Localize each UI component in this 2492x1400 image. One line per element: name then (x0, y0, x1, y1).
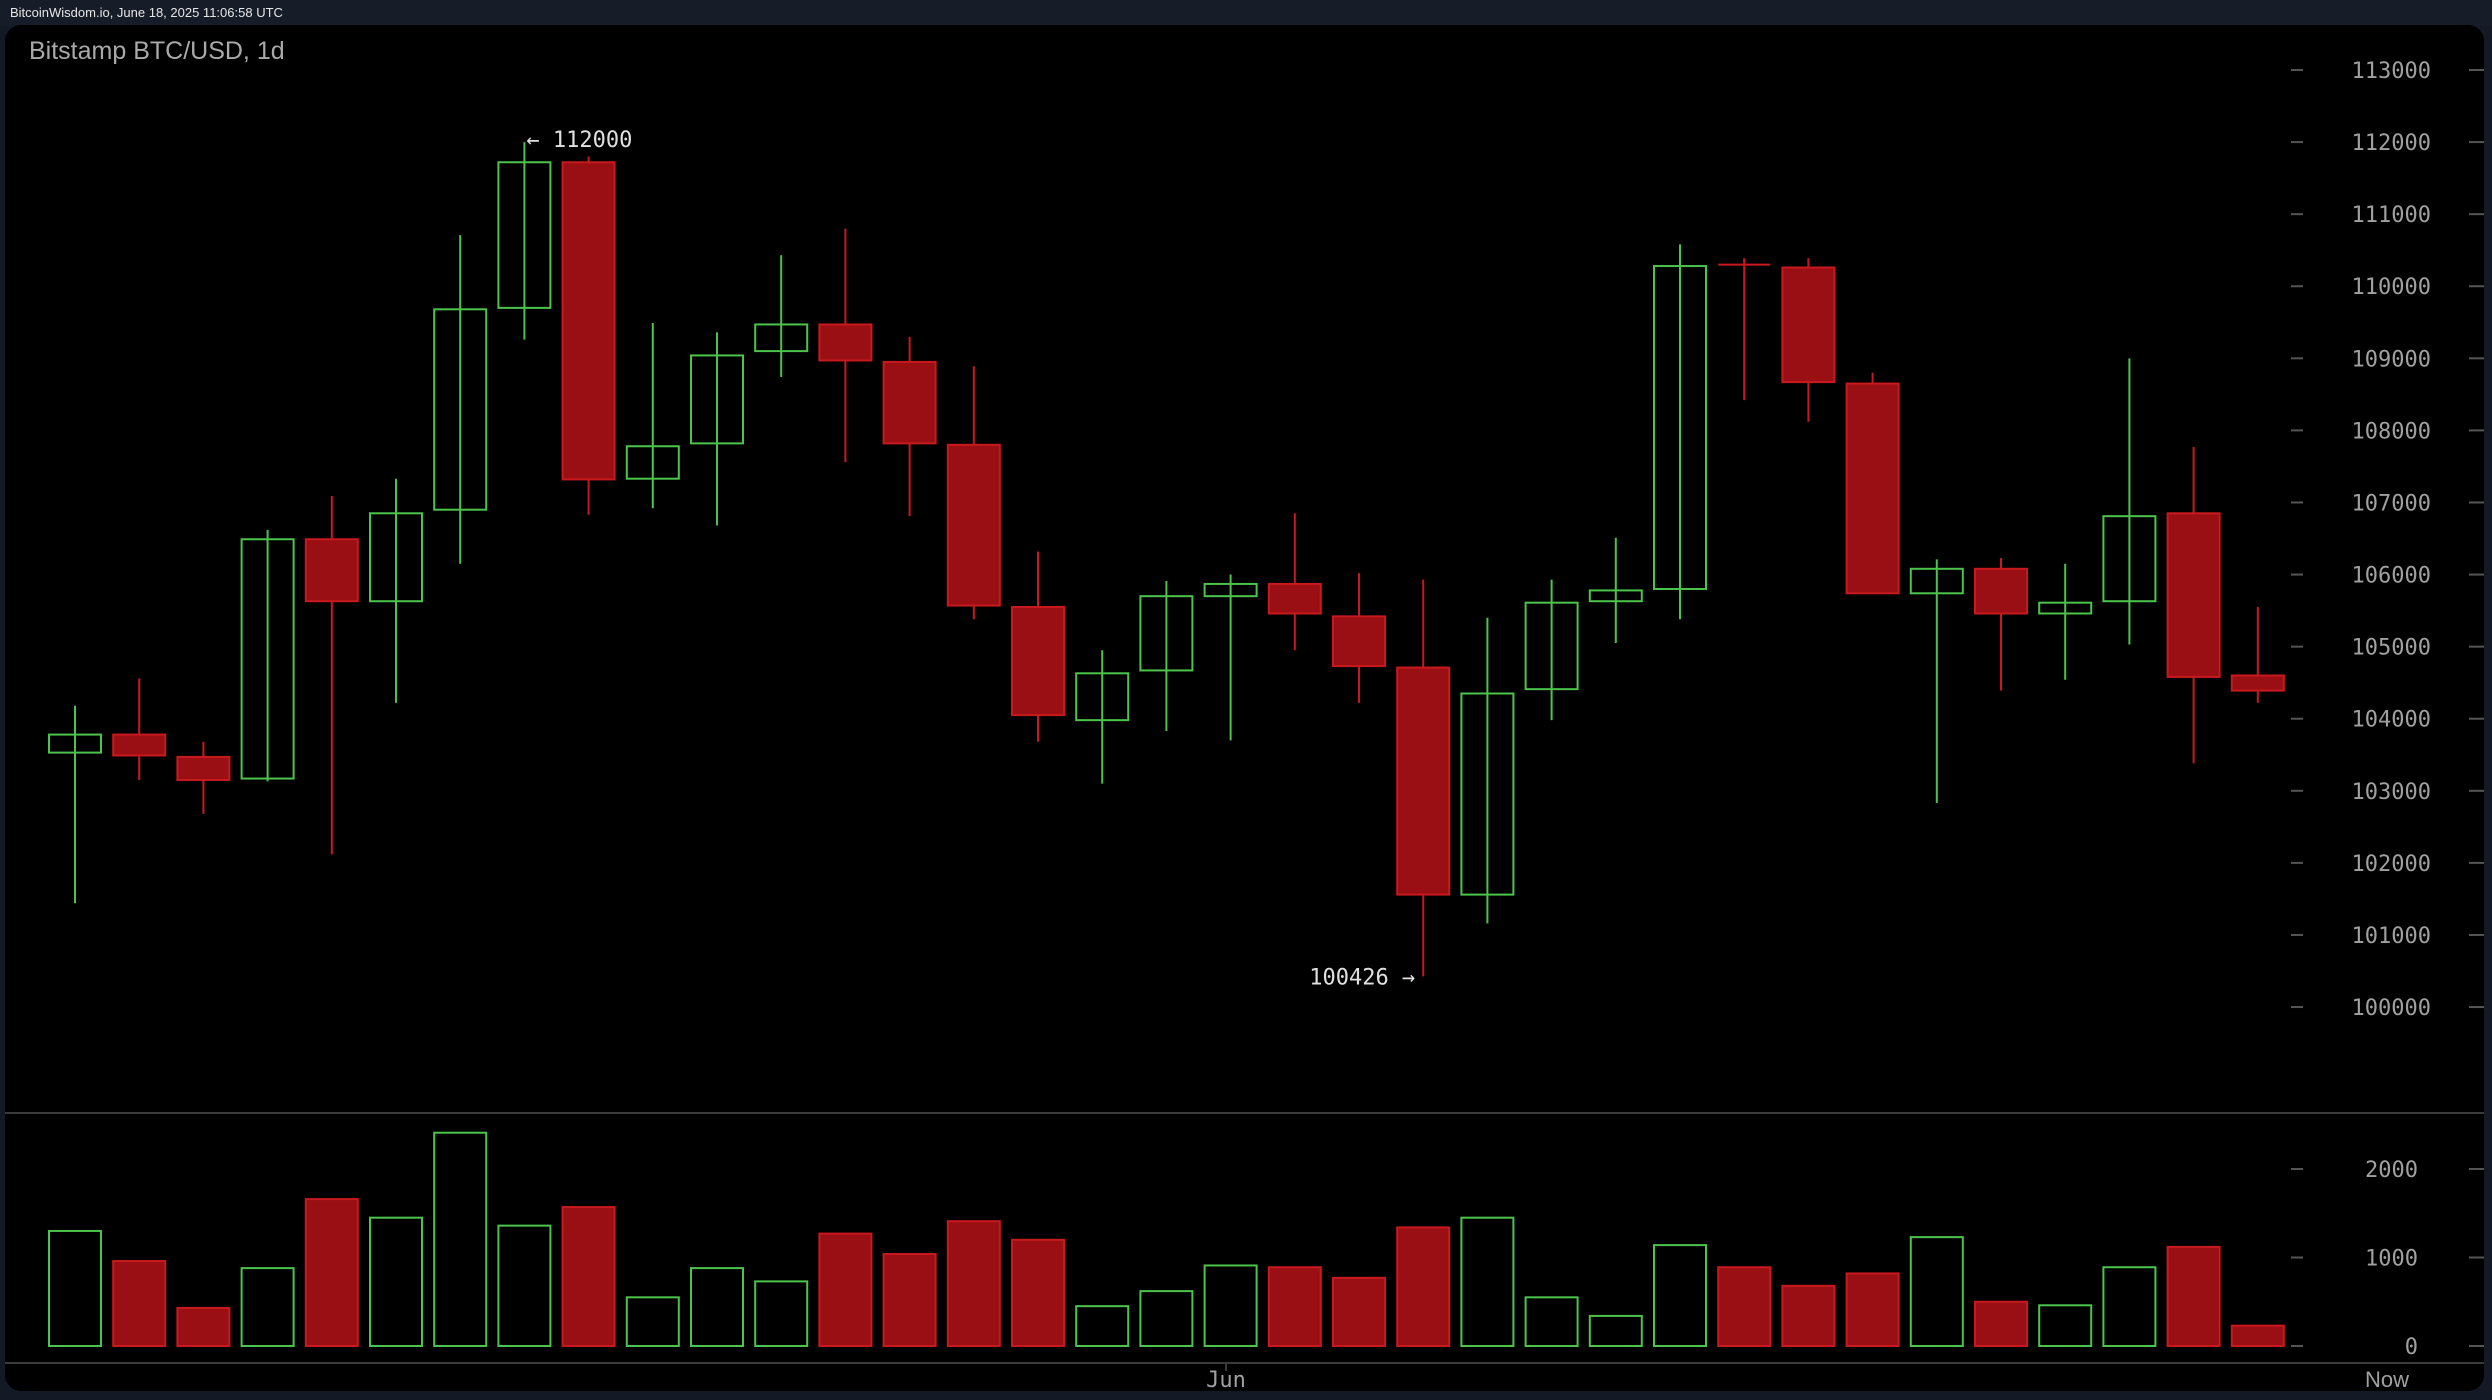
volume-bar[interactable] (946, 1220, 1001, 1347)
volume-bar[interactable] (818, 1232, 873, 1347)
volume-bar[interactable] (1588, 1314, 1643, 1348)
volume-bar[interactable] (2166, 1245, 2221, 1348)
candle-body[interactable] (1588, 589, 1643, 603)
candle-body[interactable] (625, 445, 680, 480)
time-label-jun: Jun (1206, 1368, 1246, 1391)
candle-body[interactable] (818, 323, 873, 362)
volume-bar[interactable] (1396, 1226, 1451, 1348)
volume-bar[interactable] (1845, 1272, 1900, 1348)
candle-body[interactable] (2038, 601, 2093, 615)
candle-body[interactable] (690, 354, 744, 445)
candle-body[interactable] (369, 512, 423, 603)
volume-axis-label: 1000 (2365, 1247, 2418, 1272)
volume-bar[interactable] (1460, 1216, 1515, 1348)
volume-bar[interactable] (1203, 1264, 1258, 1347)
volume-bar[interactable] (1075, 1305, 1130, 1348)
price-axis-label: 107000 (2352, 491, 2431, 516)
candle-body[interactable] (1781, 266, 1836, 384)
candle-body[interactable] (754, 323, 809, 353)
time-label-now: Now (2365, 1367, 2409, 1391)
candle-body[interactable] (48, 733, 102, 754)
volume-bar[interactable] (561, 1206, 616, 1348)
volume-bar[interactable] (1974, 1300, 2028, 1347)
volume-bar[interactable] (754, 1280, 809, 1348)
volume-bar[interactable] (240, 1267, 295, 1347)
candle-body[interactable] (882, 360, 937, 445)
volume-bar[interactable] (433, 1131, 488, 1347)
candle-body[interactable] (1974, 567, 2028, 615)
price-axis-label: 111000 (2352, 203, 2431, 228)
candle-body[interactable] (1460, 692, 1515, 896)
source-timestamp: BitcoinWisdom.io, June 18, 2025 11:06:58… (10, 5, 283, 20)
volume-bar[interactable] (1653, 1244, 1707, 1347)
candle-body[interactable] (433, 308, 488, 511)
price-axis-label: 105000 (2352, 636, 2431, 661)
chart-title: Bitstamp BTC/USD, 1d (29, 37, 285, 65)
candle-body[interactable] (1332, 615, 1386, 668)
volume-axis-label: 2000 (2365, 1158, 2418, 1183)
volume-axis-label: 0 (2405, 1335, 2418, 1360)
high-annotation: ← 112000 (526, 128, 632, 153)
price-axis-label: 112000 (2352, 131, 2431, 156)
candle-body[interactable] (1396, 666, 1451, 896)
volume-bar[interactable] (176, 1306, 231, 1347)
price-axis-label: 108000 (2352, 419, 2431, 444)
chart-panel: 100000 101000 102000 103000 104000 105000 1060… (5, 25, 2484, 1391)
candle-body[interactable] (1267, 582, 1322, 615)
volume-bar[interactable] (2230, 1324, 2285, 1348)
volume-bar[interactable] (497, 1224, 552, 1348)
volume-bar[interactable] (690, 1267, 744, 1347)
price-axis-label: 102000 (2352, 852, 2431, 877)
volume-bar[interactable] (1909, 1236, 1964, 1348)
price-axis-label: 103000 (2352, 780, 2431, 805)
candle-body[interactable] (112, 733, 167, 757)
price-axis-label: 106000 (2352, 564, 2431, 589)
candlestick-chart[interactable]: 100000 101000 102000 103000 104000 105000 1060… (5, 25, 2484, 1391)
volume-bar[interactable] (1717, 1266, 1772, 1347)
candle-body[interactable] (2102, 515, 2157, 603)
volume-bar[interactable] (1524, 1296, 1579, 1347)
volume-bar[interactable] (369, 1216, 423, 1348)
candle-body[interactable] (1909, 567, 1964, 595)
candle-body[interactable] (304, 538, 359, 603)
candle-body[interactable] (946, 443, 1001, 607)
volume-bar[interactable] (112, 1260, 167, 1348)
volume-bar[interactable] (882, 1252, 937, 1347)
candle-body[interactable] (176, 755, 231, 781)
candle-body[interactable] (1203, 582, 1258, 598)
price-axis-label: 109000 (2352, 347, 2431, 372)
candle-body[interactable] (1524, 601, 1579, 691)
candle-body[interactable] (1011, 605, 1065, 717)
price-axis-label: 113000 (2352, 59, 2431, 84)
candle-body[interactable] (1845, 382, 1900, 595)
low-annotation: 100426 → (1309, 965, 1415, 990)
volume-bar[interactable] (625, 1296, 680, 1347)
price-axis-label: 100000 (2352, 996, 2431, 1021)
volume-bar[interactable] (1332, 1276, 1386, 1347)
candle-body[interactable] (2230, 674, 2285, 692)
top-bar: BitcoinWisdom.io, June 18, 2025 11:06:58… (0, 0, 2492, 26)
volume-bar[interactable] (304, 1198, 359, 1347)
price-axis-label: 110000 (2352, 275, 2431, 300)
candle-body[interactable] (497, 161, 552, 309)
volume-bar[interactable] (1139, 1290, 1194, 1348)
volume-bar[interactable] (1011, 1238, 1065, 1348)
candle-body[interactable] (1139, 595, 1194, 672)
candle-body[interactable] (2166, 512, 2221, 678)
candle-body[interactable] (561, 161, 616, 481)
volume-bar[interactable] (2038, 1304, 2093, 1348)
volume-bar[interactable] (2102, 1266, 2157, 1347)
candle-body[interactable] (1075, 672, 1130, 722)
volume-bar[interactable] (1781, 1284, 1836, 1347)
price-axis-label: 101000 (2352, 924, 2431, 949)
volume-bar[interactable] (48, 1229, 102, 1347)
candle-body[interactable] (1653, 265, 1707, 590)
price-axis-label: 104000 (2352, 708, 2431, 733)
candle-body[interactable] (240, 538, 295, 780)
volume-bar[interactable] (1267, 1266, 1322, 1347)
